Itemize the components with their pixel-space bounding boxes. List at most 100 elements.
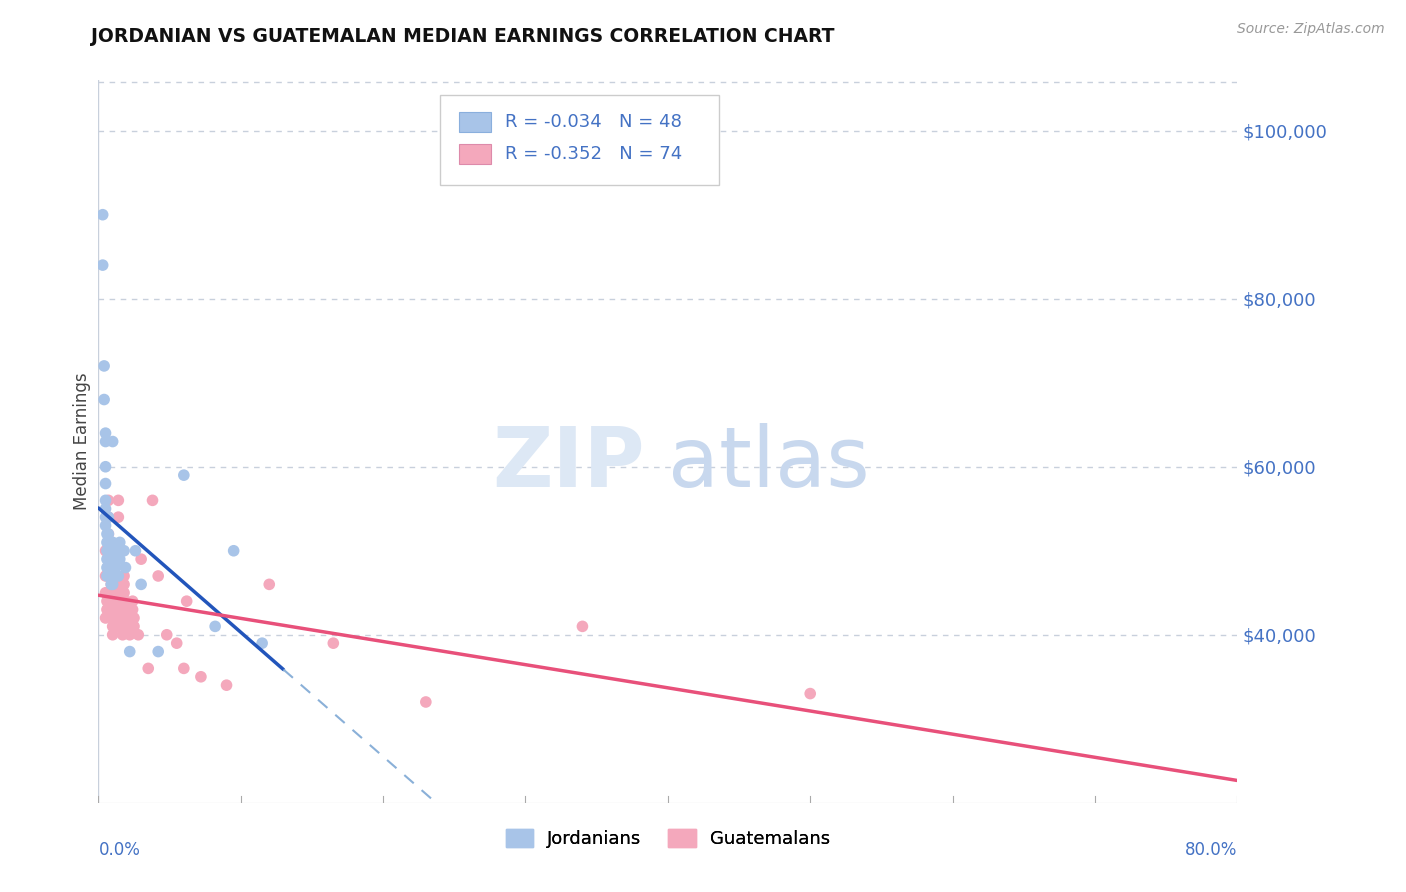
Point bbox=[104, 594, 127, 608]
Point bbox=[105, 594, 128, 608]
Point bbox=[105, 611, 128, 625]
Point bbox=[122, 611, 145, 625]
Point bbox=[96, 594, 118, 608]
Point bbox=[97, 560, 120, 574]
Bar bbox=[460, 112, 491, 132]
Point bbox=[222, 543, 245, 558]
Point bbox=[107, 510, 129, 524]
Point bbox=[156, 628, 179, 642]
Point bbox=[94, 459, 117, 474]
Point bbox=[112, 577, 135, 591]
Point bbox=[105, 586, 128, 600]
Point bbox=[100, 594, 122, 608]
Point bbox=[94, 426, 117, 441]
Point bbox=[136, 661, 159, 675]
Point bbox=[105, 602, 128, 616]
Point bbox=[101, 543, 124, 558]
Point bbox=[114, 560, 136, 574]
Point bbox=[97, 527, 120, 541]
Point bbox=[94, 476, 117, 491]
Point bbox=[322, 636, 344, 650]
Point bbox=[98, 560, 121, 574]
Point bbox=[111, 619, 134, 633]
Point bbox=[107, 611, 129, 625]
Point bbox=[110, 594, 132, 608]
Point bbox=[103, 594, 125, 608]
Point bbox=[101, 619, 124, 633]
Point bbox=[107, 602, 129, 616]
Point bbox=[96, 527, 118, 541]
Point bbox=[103, 602, 125, 616]
Point bbox=[415, 695, 437, 709]
Point bbox=[111, 628, 134, 642]
Point bbox=[94, 493, 117, 508]
Point bbox=[104, 560, 127, 574]
Text: JORDANIAN VS GUATEMALAN MEDIAN EARNINGS CORRELATION CHART: JORDANIAN VS GUATEMALAN MEDIAN EARNINGS … bbox=[91, 27, 835, 45]
Text: ZIP: ZIP bbox=[492, 423, 645, 504]
Point bbox=[259, 577, 281, 591]
Point bbox=[108, 611, 131, 625]
Point bbox=[103, 569, 125, 583]
Point bbox=[112, 586, 135, 600]
Point bbox=[108, 552, 131, 566]
Legend: Jordanians, Guatemalans: Jordanians, Guatemalans bbox=[498, 822, 838, 855]
Point bbox=[110, 611, 132, 625]
Point bbox=[101, 535, 124, 549]
Point bbox=[148, 569, 170, 583]
Point bbox=[100, 586, 122, 600]
Point bbox=[100, 569, 122, 583]
Point bbox=[110, 602, 132, 616]
Point bbox=[103, 586, 125, 600]
Point bbox=[97, 527, 120, 541]
Point bbox=[107, 619, 129, 633]
Text: Source: ZipAtlas.com: Source: ZipAtlas.com bbox=[1237, 22, 1385, 37]
Point bbox=[118, 628, 141, 642]
Point bbox=[141, 493, 163, 508]
Point bbox=[94, 586, 117, 600]
Point bbox=[104, 586, 127, 600]
Point bbox=[100, 577, 122, 591]
Point bbox=[204, 619, 226, 633]
Point bbox=[107, 569, 129, 583]
Point bbox=[94, 569, 117, 583]
Point bbox=[107, 493, 129, 508]
Point bbox=[112, 569, 135, 583]
Point bbox=[173, 468, 195, 483]
Bar bbox=[460, 144, 491, 164]
Point bbox=[115, 611, 138, 625]
Point bbox=[96, 560, 118, 574]
Point bbox=[93, 392, 115, 407]
Point bbox=[94, 510, 117, 524]
Point bbox=[97, 510, 120, 524]
Point bbox=[101, 611, 124, 625]
Point bbox=[100, 560, 122, 574]
Point bbox=[129, 577, 152, 591]
Text: R = -0.352   N = 74: R = -0.352 N = 74 bbox=[505, 145, 682, 163]
Point bbox=[121, 602, 143, 616]
Point bbox=[148, 644, 170, 658]
Point bbox=[94, 611, 117, 625]
Point bbox=[96, 543, 118, 558]
Point bbox=[104, 543, 127, 558]
Point bbox=[96, 602, 118, 616]
Point bbox=[190, 670, 212, 684]
Point bbox=[105, 619, 128, 633]
Point bbox=[94, 434, 117, 449]
Point bbox=[108, 535, 131, 549]
Text: atlas: atlas bbox=[668, 423, 869, 504]
Text: 80.0%: 80.0% bbox=[1185, 840, 1237, 859]
Point bbox=[97, 543, 120, 558]
Point bbox=[101, 577, 124, 591]
Point bbox=[108, 594, 131, 608]
Point bbox=[112, 543, 135, 558]
Point bbox=[96, 569, 118, 583]
Point bbox=[98, 543, 121, 558]
Point bbox=[94, 501, 117, 516]
Point bbox=[101, 628, 124, 642]
Point bbox=[176, 594, 198, 608]
Point bbox=[215, 678, 238, 692]
Point bbox=[121, 594, 143, 608]
Text: 0.0%: 0.0% bbox=[98, 840, 141, 859]
Point bbox=[108, 602, 131, 616]
Point bbox=[91, 208, 114, 222]
